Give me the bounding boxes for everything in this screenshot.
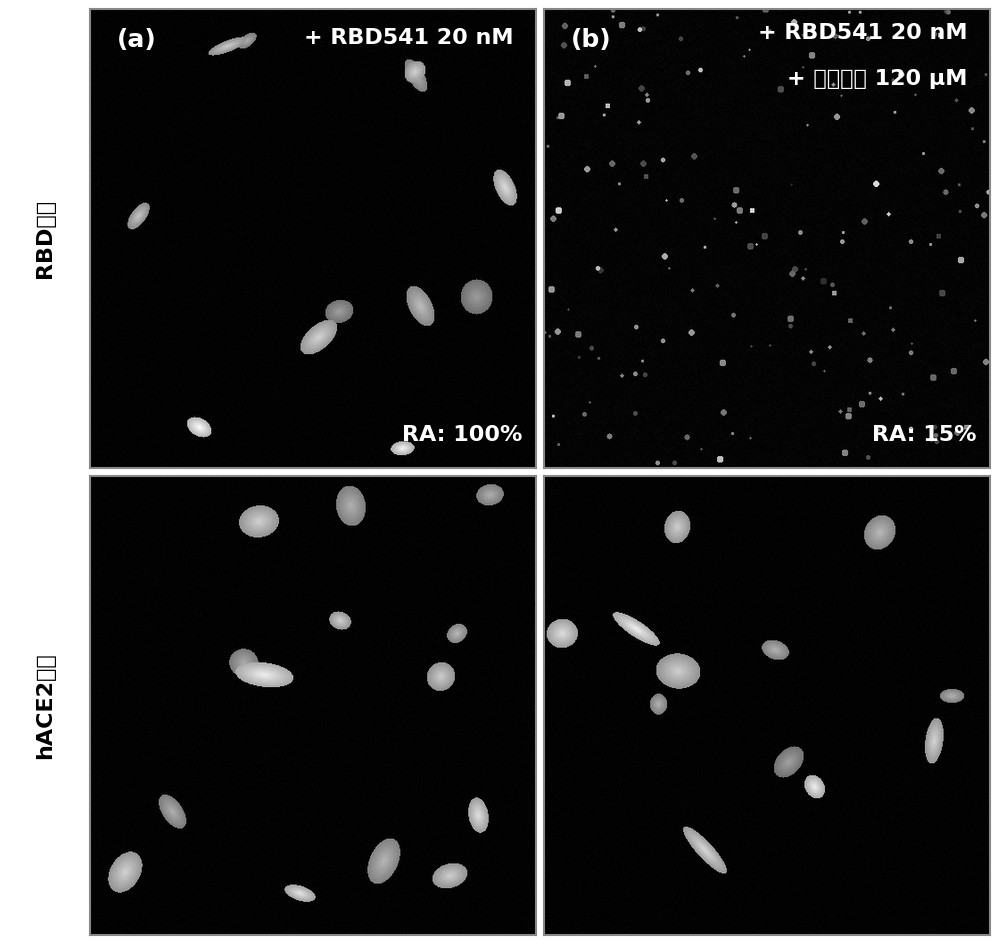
Text: RA: 100%: RA: 100% xyxy=(402,426,523,446)
Text: (b): (b) xyxy=(571,27,611,52)
Text: + RBD541 20 nM: + RBD541 20 nM xyxy=(758,24,968,43)
Text: + 待测分子 120 μM: + 待测分子 120 μM xyxy=(787,69,968,89)
Text: RBD通道: RBD通道 xyxy=(35,199,55,278)
Text: + RBD541 20 nM: + RBD541 20 nM xyxy=(304,27,514,48)
Text: RA: 15%: RA: 15% xyxy=(872,426,977,446)
Text: (a): (a) xyxy=(117,27,157,52)
Text: hACE2通道: hACE2通道 xyxy=(35,651,55,759)
